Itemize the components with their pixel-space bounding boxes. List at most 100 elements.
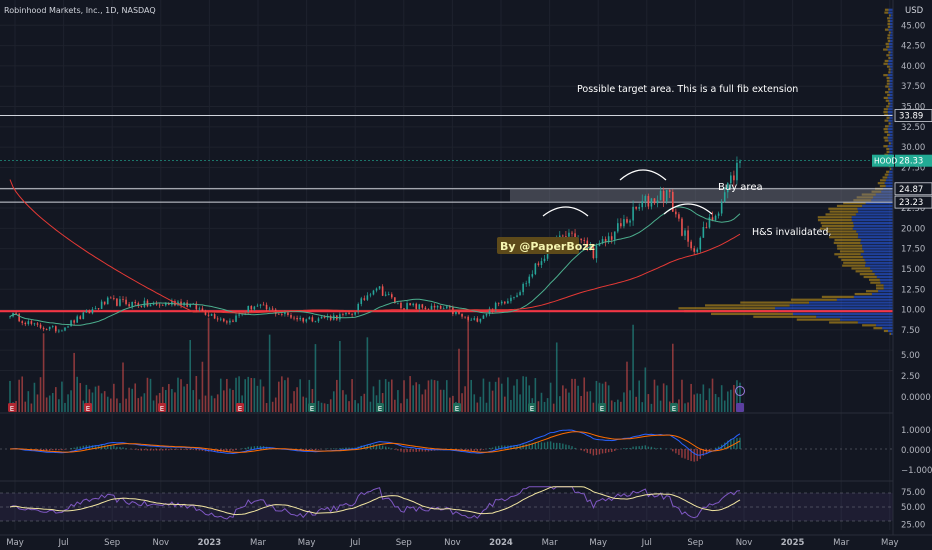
volume-bar [733, 384, 735, 412]
candle-body [476, 318, 479, 322]
macd-histogram-bar [678, 449, 680, 455]
volume-bar [372, 386, 375, 412]
volume-bar [106, 396, 109, 412]
macd-histogram-bar [513, 445, 515, 449]
volume-bar [717, 397, 720, 412]
volume-profile-bar-up [860, 241, 893, 244]
volume-bar [134, 383, 137, 412]
candle-body [88, 310, 91, 314]
volume-profile-bar-down [839, 250, 864, 253]
volume-bar [467, 319, 469, 412]
candle-body [531, 274, 534, 277]
volume-bar [39, 377, 42, 412]
volume-bar [85, 384, 88, 412]
macd-histogram-bar [314, 449, 317, 451]
time-axis-tick: Sep [687, 538, 703, 548]
volume-bar [617, 399, 619, 412]
volume-profile-bar-down [883, 145, 888, 148]
candle-body [656, 200, 659, 204]
candle-body [36, 323, 39, 325]
candle-body [730, 175, 732, 184]
volume-bar [580, 395, 582, 412]
earnings-marker [598, 403, 606, 412]
volume-bar [482, 378, 485, 412]
macd-histogram-bar [241, 448, 243, 449]
volume-bar [171, 389, 173, 412]
volume-bar [436, 380, 439, 412]
candle-body [565, 236, 567, 237]
price-axis-tick: 10.00 [901, 306, 925, 316]
volume-bar [540, 392, 543, 412]
volume-bar [607, 385, 610, 412]
macd-axis-tick: 0.0000 [901, 446, 931, 456]
volume-profile-bar-up [887, 128, 893, 131]
candle-body [21, 321, 24, 323]
volume-bar [30, 403, 33, 412]
volume-profile-bar-down [843, 201, 866, 205]
candle-body [589, 246, 592, 250]
candle-body [152, 303, 155, 305]
volume-profile-bar-up [887, 74, 893, 77]
volume-profile-bar-down [865, 290, 879, 293]
volume-profile-bar-up [889, 22, 893, 26]
candle-body [433, 305, 436, 308]
candle-body [387, 294, 390, 296]
candle-body [409, 303, 411, 306]
volume-profile-bar-down [887, 22, 890, 26]
macd-histogram-bar [559, 442, 561, 449]
volume-bar [21, 376, 24, 412]
volume-profile-bar-down [886, 45, 890, 48]
volume-bar [528, 385, 531, 412]
volume-bar [546, 398, 549, 412]
candle-body [739, 161, 741, 163]
macd-histogram-bar [152, 449, 155, 451]
volume-bar [195, 376, 198, 412]
volume-bar [296, 387, 298, 412]
volume-profile-bar-up [890, 56, 893, 60]
upcoming-earnings-marker [736, 403, 744, 412]
earnings-marker-label: E [10, 405, 14, 413]
earnings-marker [670, 403, 678, 412]
macd-histogram-bar [574, 447, 576, 449]
volume-bar [534, 378, 537, 412]
candle-body [699, 237, 702, 250]
candle-body [219, 318, 222, 320]
volume-bar [672, 343, 674, 412]
volume-bar [387, 381, 390, 412]
candle-body [281, 314, 283, 315]
volume-profile-bar-up [888, 59, 893, 63]
volume-bar [720, 385, 723, 412]
candle-body [449, 306, 451, 308]
volume-bar [390, 379, 393, 412]
macd-histogram-bar [76, 446, 78, 449]
volume-profile-bar-up [880, 281, 893, 284]
volume-bar [103, 391, 106, 412]
price-axis-tick: 37.50 [901, 82, 925, 92]
candle-body [76, 316, 78, 323]
earnings-marker [8, 403, 16, 412]
price-label-badge [894, 195, 932, 209]
candle-body [290, 315, 292, 318]
volume-profile-bar-down [887, 17, 890, 20]
volume-profile-bar-down [885, 42, 889, 45]
volume-profile-bar-down [884, 113, 889, 117]
candle-body [378, 286, 381, 289]
candle-body [580, 238, 582, 241]
candle-body [30, 321, 33, 324]
volume-profile-bar-up [889, 150, 893, 154]
candle-body [458, 311, 460, 314]
volume-profile-bar-down [825, 213, 856, 216]
price-axis-tick: 20.00 [901, 224, 925, 234]
volume-profile-bar-up [883, 284, 893, 287]
volume-bar [274, 397, 277, 412]
volume-profile-bar-down [851, 267, 871, 270]
volume-profile-bar-up [851, 219, 893, 222]
time-axis-tick: May [298, 538, 316, 548]
volume-profile-bar-down [889, 332, 892, 335]
candle-body [366, 295, 369, 300]
macd-histogram-bar [195, 449, 198, 451]
macd-histogram-bar [638, 446, 640, 449]
candle-body [305, 319, 308, 322]
price-label-text: 33.89 [899, 112, 923, 122]
